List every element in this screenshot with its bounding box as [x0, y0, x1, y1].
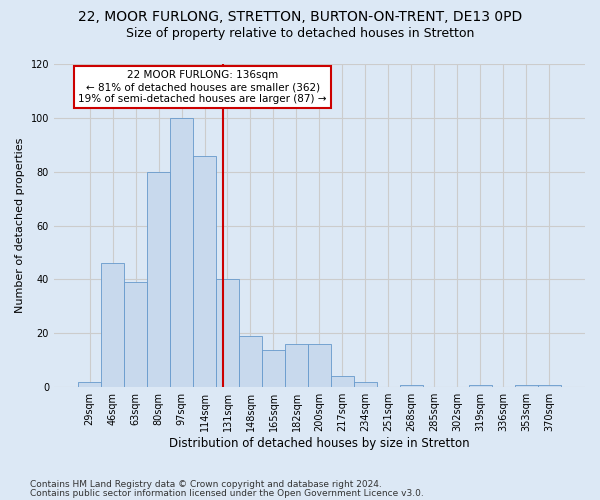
Bar — [124, 282, 147, 387]
Bar — [78, 382, 101, 387]
Bar — [193, 156, 216, 387]
Y-axis label: Number of detached properties: Number of detached properties — [15, 138, 25, 314]
Bar — [101, 264, 124, 387]
Bar — [285, 344, 308, 387]
Bar — [308, 344, 331, 387]
Text: Contains public sector information licensed under the Open Government Licence v3: Contains public sector information licen… — [30, 489, 424, 498]
Bar — [170, 118, 193, 387]
Bar — [216, 280, 239, 387]
Text: Contains HM Land Registry data © Crown copyright and database right 2024.: Contains HM Land Registry data © Crown c… — [30, 480, 382, 489]
Text: 22, MOOR FURLONG, STRETTON, BURTON-ON-TRENT, DE13 0PD: 22, MOOR FURLONG, STRETTON, BURTON-ON-TR… — [78, 10, 522, 24]
Bar — [262, 350, 285, 387]
Bar — [147, 172, 170, 387]
Bar — [239, 336, 262, 387]
Text: 22 MOOR FURLONG: 136sqm
← 81% of detached houses are smaller (362)
19% of semi-d: 22 MOOR FURLONG: 136sqm ← 81% of detache… — [79, 70, 327, 104]
Bar — [400, 384, 423, 387]
Bar — [354, 382, 377, 387]
Bar — [538, 384, 561, 387]
Bar — [515, 384, 538, 387]
Bar — [469, 384, 492, 387]
Bar — [331, 376, 354, 387]
Text: Size of property relative to detached houses in Stretton: Size of property relative to detached ho… — [126, 28, 474, 40]
X-axis label: Distribution of detached houses by size in Stretton: Distribution of detached houses by size … — [169, 437, 470, 450]
